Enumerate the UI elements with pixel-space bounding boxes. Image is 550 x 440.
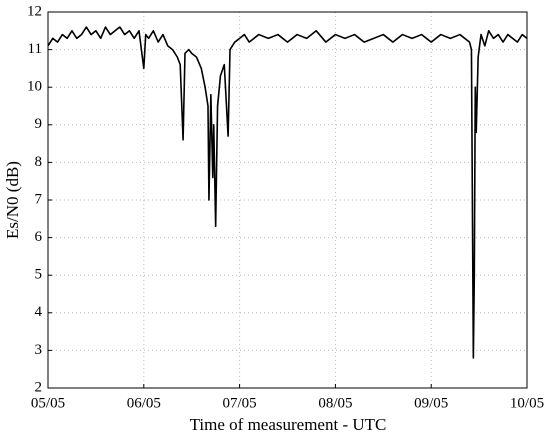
y-tick-label: 5 [35,267,43,283]
x-tick-label: 09/05 [414,395,448,411]
x-tick-label: 08/05 [318,395,352,411]
y-tick-label: 10 [27,79,42,95]
x-tick-label: 10/05 [510,395,544,411]
y-tick-label: 11 [28,41,42,57]
y-tick-label: 2 [35,379,43,395]
y-tick-label: 9 [35,116,43,132]
x-tick-label: 07/05 [223,395,257,411]
y-tick-label: 3 [35,342,43,358]
y-tick-label: 6 [35,229,43,245]
y-tick-label: 4 [35,304,43,320]
plot-frame [47,11,528,389]
y-tick-label: 12 [27,3,42,19]
y-tick-label: 8 [35,154,43,170]
x-tick-label: 06/05 [127,395,161,411]
y-tick-label: 7 [35,191,43,207]
x-axis-label: Time of measurement - UTC [190,415,387,434]
y-axis-label: Es/N0 (dB) [3,161,22,239]
x-tick-label: 05/05 [31,395,65,411]
data-line [47,26,528,359]
